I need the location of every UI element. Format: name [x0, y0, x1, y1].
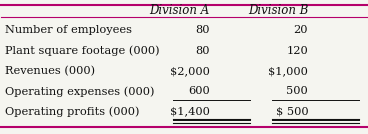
Text: Operating profits (000): Operating profits (000): [5, 106, 139, 117]
Text: Division B: Division B: [248, 4, 308, 17]
Text: 120: 120: [286, 46, 308, 56]
Text: $1,400: $1,400: [170, 107, 209, 117]
Text: $2,000: $2,000: [170, 66, 209, 76]
Text: 20: 20: [294, 25, 308, 35]
Text: 500: 500: [286, 86, 308, 96]
Text: Division A: Division A: [149, 4, 209, 17]
Text: $ 500: $ 500: [276, 107, 308, 117]
Text: $1,000: $1,000: [268, 66, 308, 76]
Text: Plant square footage (000): Plant square footage (000): [5, 45, 160, 56]
Text: 80: 80: [195, 46, 209, 56]
Text: Revenues (000): Revenues (000): [5, 66, 95, 76]
Text: 80: 80: [195, 25, 209, 35]
Text: Number of employees: Number of employees: [5, 25, 132, 35]
Text: Operating expenses (000): Operating expenses (000): [5, 86, 155, 97]
Text: 600: 600: [188, 86, 209, 96]
